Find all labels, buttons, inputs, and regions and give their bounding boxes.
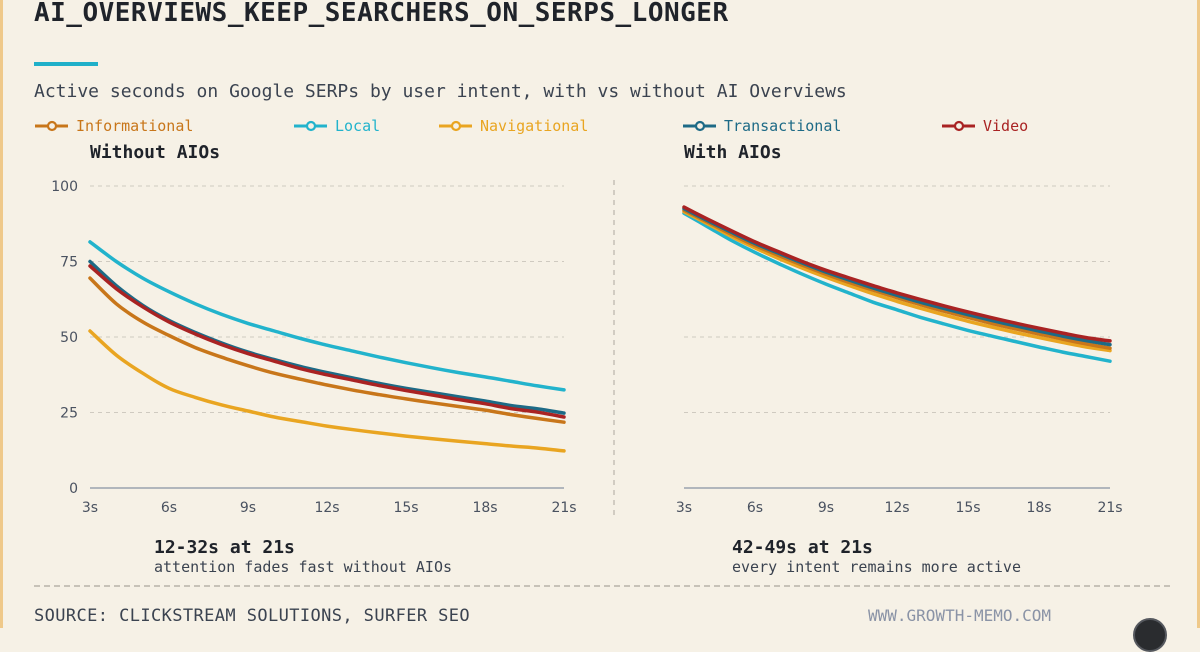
legend-item-video: Video (941, 116, 1028, 136)
series-line-navigational (88, 329, 566, 453)
legend-label: Local (335, 117, 381, 135)
x-tick-label: 12s (884, 500, 909, 516)
x-tick-label: 12s (314, 500, 339, 516)
legend-swatch-icon (683, 120, 716, 132)
site-url[interactable]: WWW.GROWTH-MEMO.COM (868, 606, 1052, 625)
frame-left-border (0, 0, 3, 628)
legend-label: Transactional (724, 117, 842, 135)
x-tick-label: 3s (676, 500, 692, 516)
accent-bar (34, 62, 98, 66)
left-note-headline: 12-32s at 21s (154, 537, 295, 558)
legend-swatch-icon (439, 120, 472, 132)
legend-swatch-icon (942, 120, 975, 132)
legend-swatch-icon (294, 120, 327, 132)
x-tick-label: 6s (747, 500, 763, 516)
legend-swatch-icon (35, 120, 68, 132)
legend-label: Video (983, 117, 1029, 135)
y-tick-label: 100 (51, 179, 78, 195)
y-tick-label: 25 (60, 406, 78, 422)
x-tick-label: 21s (1097, 500, 1122, 516)
series-line-informational (682, 208, 1112, 350)
legend-label: Navigational (480, 117, 589, 135)
y-tick-label: 0 (69, 481, 78, 497)
right-note-headline: 42-49s at 21s (732, 537, 873, 558)
series-line-transactional (682, 206, 1112, 347)
right-note-caption: every intent remains more active (732, 558, 1021, 576)
x-tick-label: 15s (393, 500, 418, 516)
legend-item-local: Local (293, 116, 380, 136)
legend-label: Informational (76, 117, 194, 135)
x-tick-label: 15s (955, 500, 980, 516)
x-tick-label: 21s (551, 500, 576, 516)
series-line-local (88, 240, 566, 392)
brand-logo-icon (1133, 618, 1167, 652)
y-tick-label: 50 (60, 330, 78, 346)
y-tick-label: 75 (60, 255, 78, 271)
panel-title-right: With AIOs (684, 142, 782, 163)
series-line-local (682, 211, 1112, 363)
frame-right-border (1197, 0, 1200, 628)
chart-title: AI_OVERVIEWS_KEEP_SEARCHERS_ON_SERPS_LON… (34, 0, 729, 28)
series-line-video (88, 264, 566, 419)
legend-item-transactional: Transactional (682, 116, 841, 136)
series-line-navigational (682, 209, 1112, 353)
series-line-video (682, 205, 1112, 343)
x-tick-label: 18s (1026, 500, 1051, 516)
x-tick-label: 3s (82, 500, 98, 516)
x-tick-label: 9s (240, 500, 256, 516)
line-charts: 0 25 50 75 100 3s 6s 9s 12s 15s 18s 21s 3s 6s 9s 12s 15s… (51, 179, 1122, 516)
chart-subtitle: Active seconds on Google SERPs by user i… (34, 81, 847, 102)
panel-title-left: Without AIOs (90, 142, 221, 163)
series-line-informational (88, 276, 566, 424)
x-tick-label: 9s (818, 500, 834, 516)
legend-item-informational: Informational (34, 116, 193, 136)
legend-item-navigational: Navigational (438, 116, 588, 136)
source-credit: SOURCE: CLICKSTREAM SOLUTIONS, SURFER SE… (34, 606, 471, 626)
left-note-caption: attention fades fast without AIOs (154, 558, 453, 576)
footer-divider (34, 585, 1170, 587)
x-tick-label: 6s (161, 500, 177, 516)
x-tick-label: 18s (472, 500, 497, 516)
